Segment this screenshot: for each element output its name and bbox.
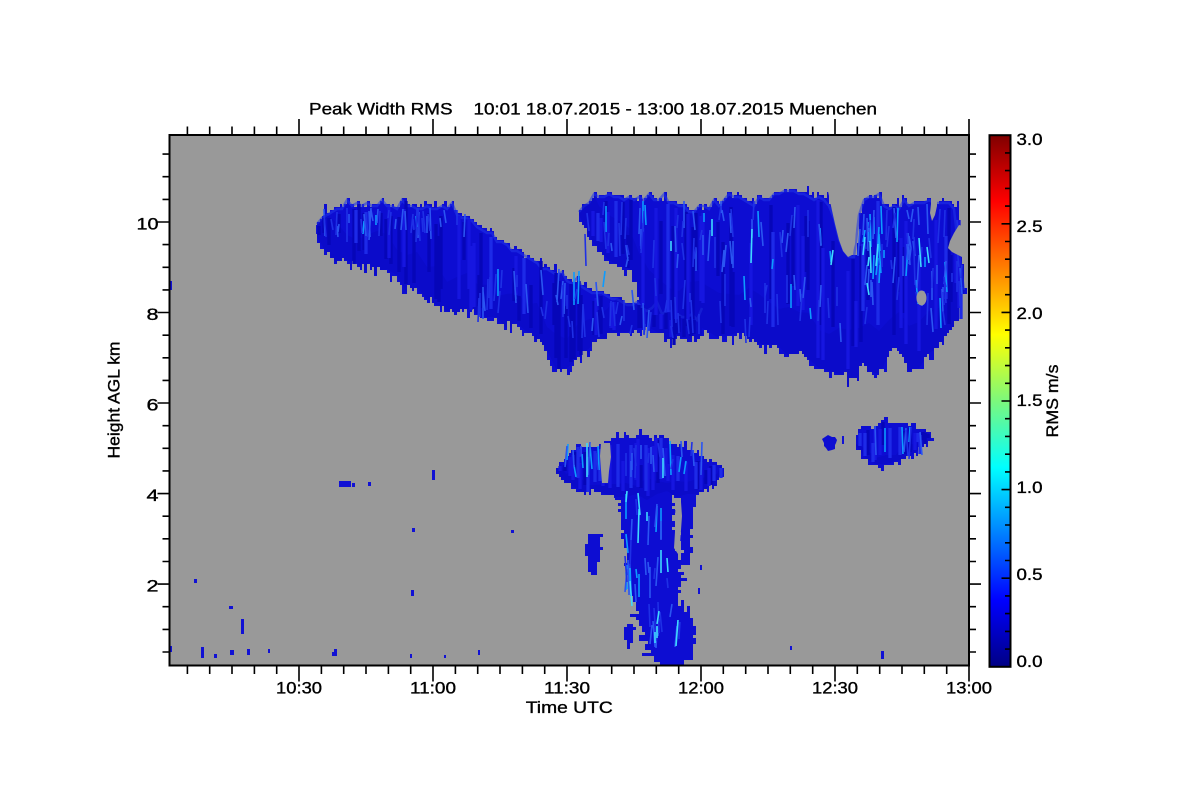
svg-text:0.0: 0.0 [1017,653,1043,671]
svg-text:10:30: 10:30 [276,680,322,698]
svg-text:6: 6 [147,397,159,415]
svg-text:10: 10 [137,215,159,233]
svg-text:RMS m/s: RMS m/s [1044,365,1062,438]
svg-text:2: 2 [147,578,159,596]
svg-text:2.5: 2.5 [1017,218,1043,236]
svg-text:1.5: 1.5 [1017,392,1043,410]
svg-text:Time UTC: Time UTC [526,699,613,717]
svg-text:4: 4 [147,487,159,505]
svg-text:13:00: 13:00 [946,680,992,698]
svg-text:0.5: 0.5 [1017,566,1043,584]
svg-text:12:00: 12:00 [678,680,724,698]
svg-text:Height AGL km: Height AGL km [106,342,124,459]
svg-text:12:30: 12:30 [812,680,858,698]
svg-text:Peak Width RMS 10:01 18.07.: Peak Width RMS 10:01 18.07.2015 - 13:00 … [309,101,877,119]
svg-text:2.0: 2.0 [1017,305,1043,323]
svg-text:11:00: 11:00 [410,680,456,698]
svg-text:3.0: 3.0 [1017,131,1043,149]
svg-text:1.0: 1.0 [1017,479,1043,497]
svg-text:8: 8 [147,306,159,324]
svg-text:11:30: 11:30 [544,680,590,698]
